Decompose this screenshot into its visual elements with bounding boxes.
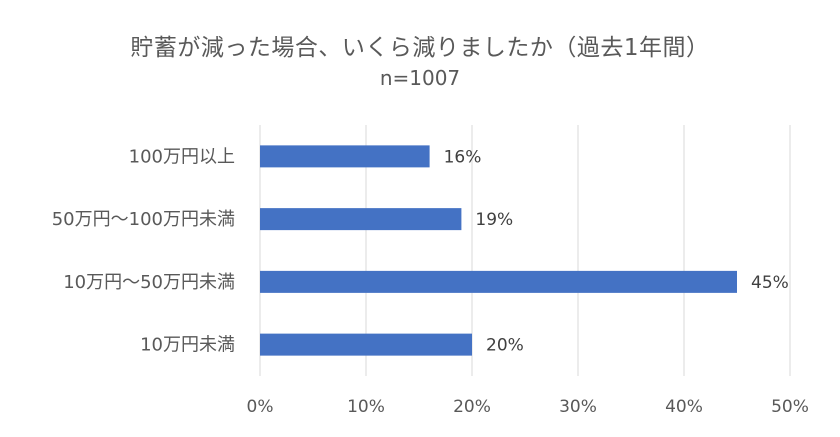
bar bbox=[260, 270, 737, 293]
category-label: 10万円未満 bbox=[140, 335, 235, 356]
category-label: 100万円以上 bbox=[129, 146, 235, 167]
category-label: 10万円～50万円未満 bbox=[63, 272, 235, 293]
x-tick-label: 40% bbox=[665, 397, 703, 417]
bar bbox=[260, 145, 430, 168]
data-label: 19% bbox=[475, 210, 513, 230]
data-label: 20% bbox=[486, 336, 524, 356]
x-tick-label: 20% bbox=[453, 397, 491, 417]
data-label: 45% bbox=[751, 273, 789, 293]
bar bbox=[260, 333, 472, 356]
x-tick-label: 30% bbox=[559, 397, 597, 417]
bar bbox=[260, 208, 462, 231]
x-tick-label: 10% bbox=[347, 397, 385, 417]
x-tick-label: 0% bbox=[247, 397, 274, 417]
x-tick-label: 50% bbox=[771, 397, 809, 417]
data-label: 16% bbox=[444, 147, 482, 167]
chart-title: 貯蓄が減った場合、いくら減りましたか（過去1年間） bbox=[130, 35, 710, 61]
category-label: 50万円～100万円未満 bbox=[52, 209, 235, 230]
chart-subtitle: n=1007 bbox=[379, 66, 461, 90]
